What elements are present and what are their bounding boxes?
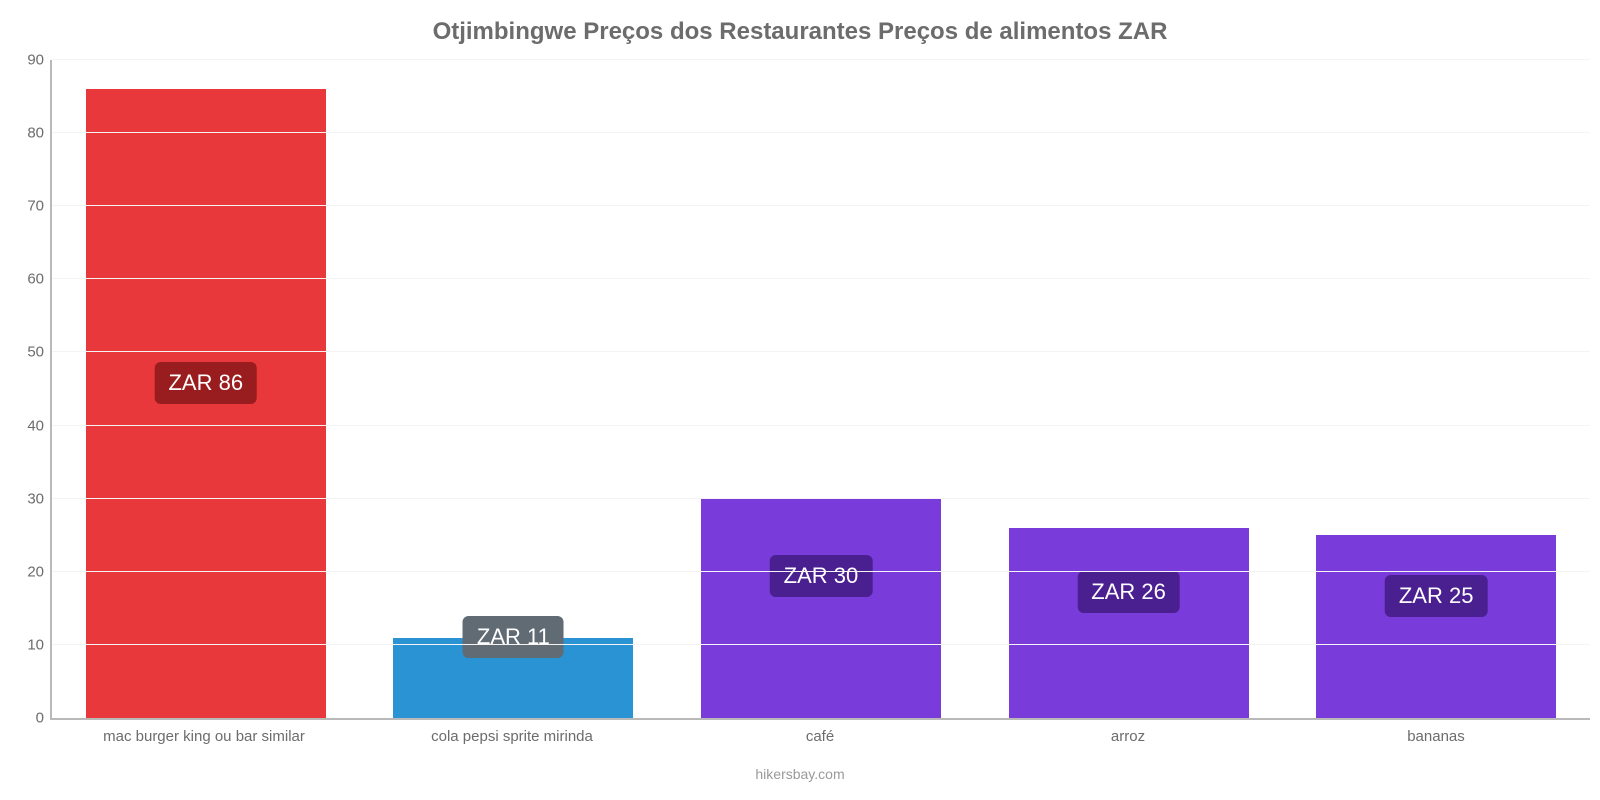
x-tick-label: café bbox=[666, 722, 974, 745]
bar-slot: ZAR 86 bbox=[52, 60, 360, 718]
bar-slot: ZAR 26 bbox=[975, 60, 1283, 718]
gridline bbox=[52, 425, 1590, 426]
y-tick-label: 80 bbox=[27, 125, 52, 142]
x-tick-label: bananas bbox=[1282, 722, 1590, 745]
y-tick-label: 20 bbox=[27, 563, 52, 580]
bar: ZAR 25 bbox=[1316, 535, 1556, 718]
gridline bbox=[52, 351, 1590, 352]
x-tick-label: arroz bbox=[974, 722, 1282, 745]
gridline bbox=[52, 132, 1590, 133]
chart-title: Otjimbingwe Preços dos Restaurantes Preç… bbox=[0, 18, 1600, 46]
y-tick-label: 40 bbox=[27, 417, 52, 434]
gridline bbox=[52, 498, 1590, 499]
gridline bbox=[52, 644, 1590, 645]
bar: ZAR 86 bbox=[86, 89, 326, 718]
bars-container: ZAR 86 ZAR 11 ZAR 30 ZAR 26 ZAR 25 bbox=[52, 60, 1590, 718]
x-tick-label: mac burger king ou bar similar bbox=[50, 722, 358, 745]
value-badge: ZAR 30 bbox=[770, 555, 873, 597]
plot-area: ZAR 86ZAR 11ZAR 30ZAR 26ZAR 25 010203040… bbox=[50, 60, 1590, 720]
y-tick-label: 30 bbox=[27, 490, 52, 507]
y-tick-label: 90 bbox=[27, 52, 52, 69]
y-tick-label: 70 bbox=[27, 198, 52, 215]
gridline bbox=[52, 59, 1590, 60]
bar-slot: ZAR 30 bbox=[667, 60, 975, 718]
value-badge: ZAR 25 bbox=[1385, 575, 1488, 617]
y-tick-label: 50 bbox=[27, 344, 52, 361]
x-axis: mac burger king ou bar similarcola pepsi… bbox=[50, 722, 1590, 745]
bar: ZAR 26 bbox=[1009, 528, 1249, 718]
value-badge: ZAR 26 bbox=[1077, 571, 1180, 613]
gridline bbox=[52, 278, 1590, 279]
bar-slot: ZAR 11 bbox=[360, 60, 668, 718]
price-bar-chart: Otjimbingwe Preços dos Restaurantes Preç… bbox=[0, 0, 1600, 800]
y-tick-label: 10 bbox=[27, 636, 52, 653]
x-tick-label: cola pepsi sprite mirinda bbox=[358, 722, 666, 745]
value-badge: ZAR 11 bbox=[463, 616, 564, 658]
bar-slot: ZAR 25 bbox=[1282, 60, 1590, 718]
gridline bbox=[52, 205, 1590, 206]
chart-footer: hikersbay.com bbox=[0, 766, 1600, 782]
gridline bbox=[52, 571, 1590, 572]
y-tick-label: 60 bbox=[27, 271, 52, 288]
bar: ZAR 30 bbox=[701, 499, 941, 718]
bar: ZAR 11 bbox=[393, 638, 633, 718]
value-badge: ZAR 86 bbox=[154, 362, 257, 404]
